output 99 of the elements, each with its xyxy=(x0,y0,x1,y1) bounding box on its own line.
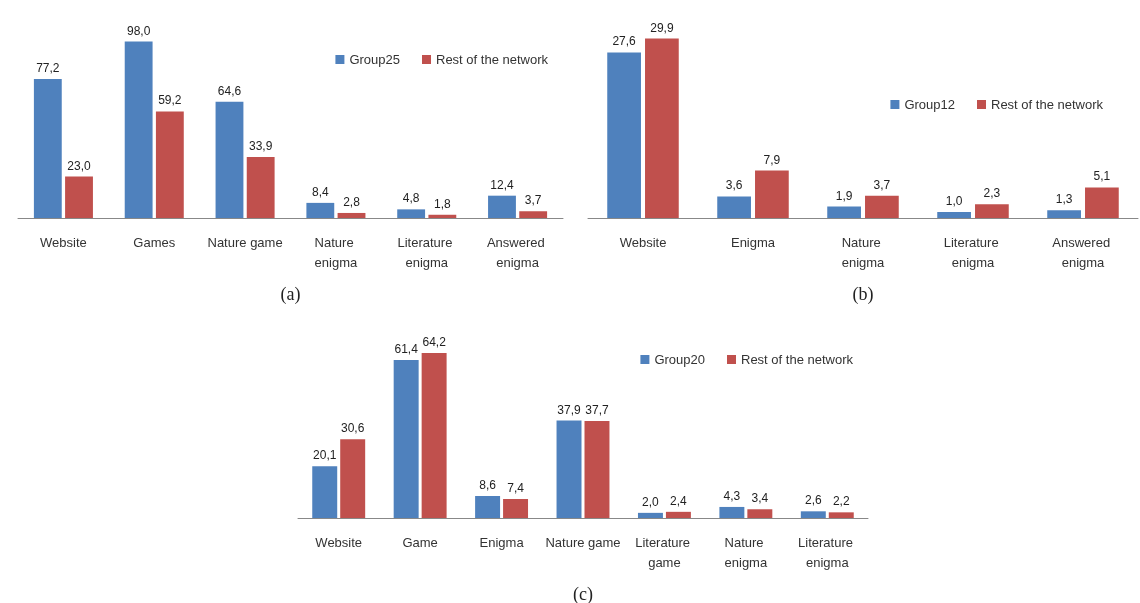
data-label: 37,7 xyxy=(585,403,609,418)
x-tick-label: Enigma xyxy=(730,234,776,250)
data-label: 29,9 xyxy=(650,20,674,35)
data-label: 33,9 xyxy=(249,138,273,153)
data-label: 1,3 xyxy=(1055,192,1073,207)
data-label: 37,9 xyxy=(557,402,582,417)
bar xyxy=(665,511,691,518)
bar xyxy=(607,52,641,218)
bar xyxy=(340,439,366,518)
bar xyxy=(475,495,501,518)
data-label: 2,2 xyxy=(832,494,850,509)
bar xyxy=(246,156,275,218)
data-label: 2,8 xyxy=(343,194,361,209)
bar xyxy=(645,38,679,218)
bar xyxy=(827,206,861,218)
x-tick-label: Website xyxy=(315,534,363,550)
legend-label: Group25 xyxy=(349,52,400,67)
text: (b) xyxy=(852,284,874,305)
data-label: 4,8 xyxy=(402,191,420,206)
data-label: 3,7 xyxy=(524,193,542,208)
data-label: 12,4 xyxy=(490,177,514,192)
x-tick-label: Nature game xyxy=(207,234,283,250)
x-tick-label: Enigma xyxy=(479,534,525,550)
bar xyxy=(124,41,153,218)
data-label: 64,2 xyxy=(422,334,447,349)
x-tick-label: Nature enigma xyxy=(314,234,358,270)
data-label: 64,6 xyxy=(217,83,242,98)
data-label: 1,8 xyxy=(434,196,452,211)
bar xyxy=(937,212,971,218)
data-label: 1,0 xyxy=(945,194,963,208)
legend-label: Group20 xyxy=(654,352,705,367)
x-tick-label: Answered enigma xyxy=(486,234,549,270)
bar xyxy=(33,79,62,218)
bar xyxy=(747,509,773,518)
data-label: 3,4 xyxy=(751,491,769,506)
bar xyxy=(421,352,447,518)
bar xyxy=(717,196,751,218)
bar xyxy=(155,111,184,218)
bar xyxy=(584,421,610,518)
bar xyxy=(312,466,338,518)
x-tick-label: Answered enigma xyxy=(1052,234,1114,270)
data-label: 8,4 xyxy=(311,184,329,199)
legend-label: Rest of the network xyxy=(991,97,1104,112)
data-label: 61,4 xyxy=(394,342,419,357)
data-label: 2,3 xyxy=(983,186,1001,201)
bar xyxy=(637,512,663,518)
bar xyxy=(800,511,826,518)
x-tick-label: Game xyxy=(402,534,438,550)
data-label: 20,1 xyxy=(313,448,337,463)
x-tick-label: Website xyxy=(619,234,667,250)
data-label: 98,0 xyxy=(126,23,151,38)
data-label: 8,6 xyxy=(479,477,497,492)
x-tick-label: Literature enigma xyxy=(943,234,1003,270)
bar xyxy=(975,204,1009,218)
bar xyxy=(215,101,244,218)
data-label: 59,2 xyxy=(158,93,182,108)
data-label: 4,3 xyxy=(723,488,741,503)
data-label: 3,6 xyxy=(725,178,743,193)
bar xyxy=(1085,187,1119,218)
data-label: 2,6 xyxy=(804,493,822,508)
x-tick-label: Games xyxy=(133,234,176,250)
x-tick-label: Nature enigma xyxy=(724,534,768,570)
data-label: 77,2 xyxy=(36,61,60,76)
data-label: 30,6 xyxy=(341,421,365,436)
bar xyxy=(755,170,789,218)
bar xyxy=(719,506,745,518)
bar xyxy=(828,512,854,518)
bar xyxy=(397,209,426,218)
bar xyxy=(503,498,529,518)
legend-label: Group12 xyxy=(904,97,955,112)
bar xyxy=(556,420,582,518)
legend-label: Rest of the network xyxy=(436,52,549,67)
data-label: 5,1 xyxy=(1093,169,1111,184)
text: (c) xyxy=(573,584,593,603)
legend-label: Rest of the network xyxy=(741,352,854,367)
x-tick-label: Literature game xyxy=(635,534,694,570)
x-tick-label: Literature enigma xyxy=(397,234,457,270)
bar xyxy=(428,214,457,218)
data-label: 7,4 xyxy=(507,480,525,495)
data-label: 2,0 xyxy=(642,494,660,509)
bar xyxy=(488,195,516,218)
bar xyxy=(519,211,548,218)
x-tick-label: Nature enigma xyxy=(841,234,886,270)
bar xyxy=(1047,210,1081,218)
bar xyxy=(865,195,899,218)
data-label: 3,7 xyxy=(873,177,891,192)
data-label: 1,9 xyxy=(835,188,853,203)
bar xyxy=(393,360,419,518)
data-label: 2,4 xyxy=(670,493,688,508)
data-label: 23,0 xyxy=(67,158,92,173)
bar xyxy=(337,212,366,218)
data-label: 7,9 xyxy=(763,152,781,167)
x-tick-label: Website xyxy=(40,234,87,250)
x-tick-label: Nature game xyxy=(545,534,621,550)
x-tick-label: Literature enigma xyxy=(798,534,857,570)
data-label: 27,6 xyxy=(612,34,637,49)
bar xyxy=(65,176,93,218)
bar xyxy=(306,202,335,218)
text: (a) xyxy=(280,284,301,305)
